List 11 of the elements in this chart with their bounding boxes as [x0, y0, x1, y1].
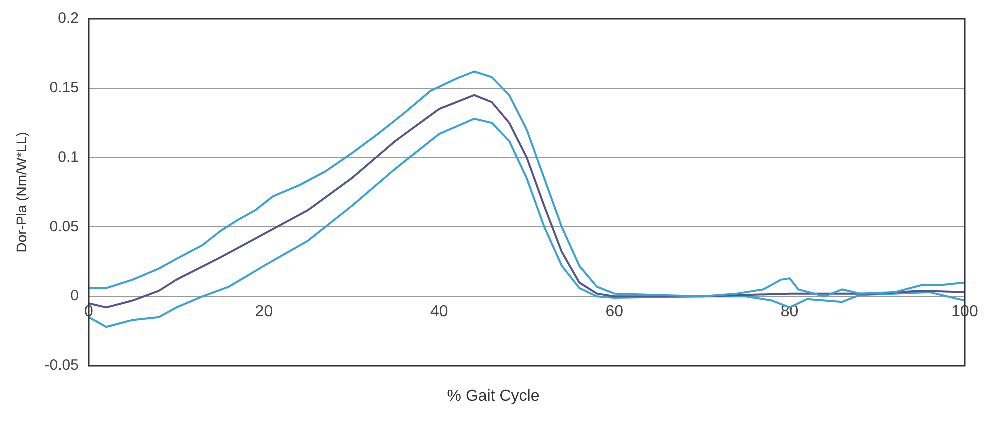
x-axis-title: % Gait Cycle: [446, 388, 541, 406]
y-tick-label: 0.15: [50, 80, 79, 97]
y-tick-label: 0.05: [50, 218, 79, 236]
x-tick-label: 60: [606, 304, 624, 321]
y-tick-label: -0.05: [44, 357, 79, 374]
x-tick-label: 40: [430, 304, 448, 321]
y-tick-label: 0.2: [58, 10, 79, 28]
x-tick-label: 20: [255, 304, 274, 321]
y-axis-title: Dor-Pla (Nm/W*LL): [13, 132, 30, 253]
y-tick-label: 0: [70, 288, 79, 305]
y-tick-label: 0.1: [58, 148, 79, 166]
